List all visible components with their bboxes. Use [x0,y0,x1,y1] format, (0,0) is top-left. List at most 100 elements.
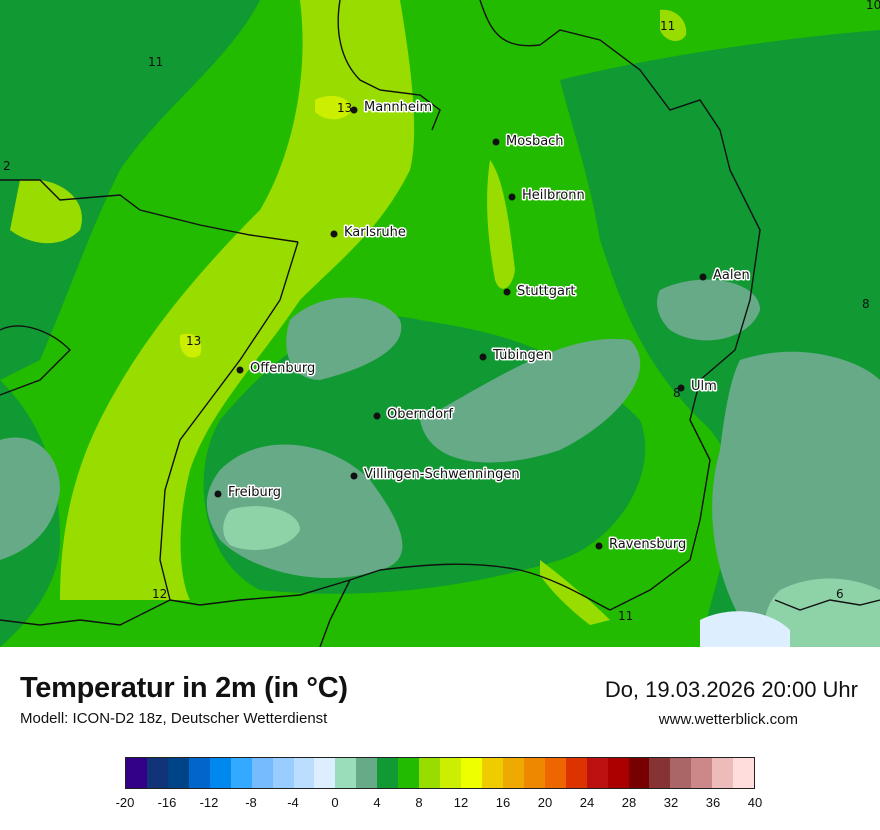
city-stuttgart[interactable]: Stuttgart [503,283,577,301]
city-mosbach[interactable]: Mosbach [492,133,565,151]
legend-tick: 32 [663,795,679,810]
legend-tick: -16 [157,795,177,810]
legend-swatch [167,758,189,788]
isoline-label: 8 [862,297,870,311]
temp-field-12-14-north [660,9,687,42]
legend-swatch [209,758,231,788]
city-label: Tübingen [492,348,552,363]
legend-tick: 40 [747,795,763,810]
boundaries [0,0,880,647]
legend-tick: 20 [537,795,553,810]
legend-tick: 8 [415,795,423,810]
legend-tick: -20 [115,795,135,810]
legend-swatch [565,758,587,788]
website-link[interactable]: www.wetterblick.com [658,711,798,728]
map-canvas: 11 10 13 2 11 13 8 8 12 11 6 Mannheim Mo… [0,0,880,647]
legend-tick: 0 [331,795,339,810]
temp-field-14-16-offenburg [179,333,202,358]
isoline-label: 13 [337,101,352,115]
city-mannheim[interactable]: Mannheim [350,99,434,117]
legend-tick: 12 [453,795,469,810]
map-title: Temperatur in 2m (in °C) [20,672,348,704]
city-karlsruhe[interactable]: Karlsruhe [330,224,407,242]
legend-tick: 16 [495,795,511,810]
temp-field-6-8-east [712,351,880,647]
city-aalen[interactable]: Aalen [699,267,751,285]
city-markers: Mannheim Mosbach Heilbronn Karlsruhe Aal… [214,99,751,554]
city-freiburg[interactable]: Freiburg [214,484,283,502]
city-tuebingen[interactable]: Tübingen [479,347,554,365]
legend-swatch [251,758,273,788]
model-info: Modell: ICON-D2 18z, Deutscher Wetterdie… [20,710,328,727]
temp-field-8-10-west [0,0,260,380]
city-villingen-schwenningen[interactable]: Villingen-Schwenningen [350,466,521,484]
temp-field-12-14-westpatch [10,179,82,244]
border-line [0,325,71,396]
legend-swatch [733,758,755,788]
temp-field-12-14-rhine [60,0,415,600]
legend-swatch [230,758,252,788]
isoline-label: 10 [866,0,880,12]
isoline-label: 2 [3,159,11,173]
legend-swatch [377,758,399,788]
legend-tick: 24 [579,795,595,810]
legend-tick: 28 [621,795,637,810]
city-ravensburg[interactable]: Ravensburg [595,536,688,554]
legend-swatch [670,758,692,788]
city-heilbronn[interactable]: Heilbronn [508,187,586,205]
border-line [479,0,761,611]
legend-swatch [502,758,524,788]
temp-field-6-8-west [0,437,60,560]
city-label: Freiburg [228,485,281,500]
color-legend [125,757,755,789]
isoline-label: 11 [618,609,633,623]
legend-swatch [293,758,315,788]
city-label: Ravensburg [609,537,686,552]
city-label: Karlsruhe [344,225,406,240]
city-offenburg[interactable]: Offenburg [236,360,317,378]
legend-swatch [649,758,671,788]
city-label: Heilbronn [522,188,585,203]
border-line [0,599,171,626]
legend-tick: 4 [373,795,381,810]
city-ulm[interactable]: Ulm [677,378,718,396]
legend-swatch [586,758,608,788]
border-line [159,241,299,601]
border-line [337,0,441,131]
city-label: Mannheim [364,100,432,115]
city-label: Oberndorf [387,407,453,422]
legend-swatch [335,758,357,788]
isoline-label: 11 [660,19,675,33]
legend-tick: -12 [199,795,219,810]
legend-swatch [440,758,461,788]
forecast-datetime: Do, 19.03.2026 20:00 Uhr [604,677,858,702]
border-line [774,599,880,611]
temperature-map: 11 10 13 2 11 13 8 8 12 11 6 Mannheim Mo… [0,0,880,647]
temp-field-12-14-neckar [487,160,515,289]
legend-swatch [398,758,420,788]
legend-swatch [523,758,545,788]
legend-tick: 36 [705,795,721,810]
legend-swatch [126,758,147,788]
temp-field-2-4-alps [700,611,790,647]
legend-swatch [188,758,210,788]
border-line [319,563,611,647]
border-line [0,179,299,243]
isoline-label: 6 [836,587,844,601]
isoline-label: 12 [152,587,167,601]
legend-swatch [607,758,629,788]
isoline-label: 11 [148,55,163,69]
temp-field-6-8-aalen [657,279,760,341]
city-label: Stuttgart [517,284,575,299]
city-oberndorf[interactable]: Oberndorf [373,406,455,424]
city-label: Villingen-Schwenningen [364,467,520,482]
legend-swatch [628,758,650,788]
city-label: Aalen [713,268,750,283]
legend-swatch [691,758,713,788]
legend-swatch [712,758,734,788]
legend-swatch [146,758,168,788]
temp-field-4-6-south [223,506,300,550]
temp-field-12-14-bodensee [540,560,610,625]
legend-swatch [461,758,482,788]
isoline-label: 8 [673,386,681,400]
